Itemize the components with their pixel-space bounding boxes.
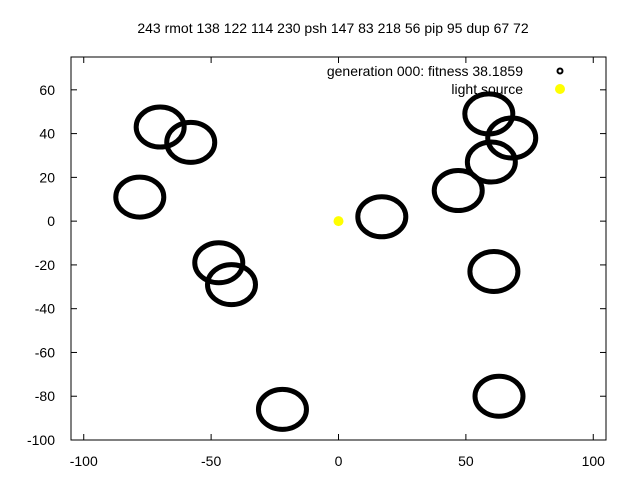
- robot-ring: [255, 386, 309, 432]
- y-tick-label: 60: [39, 82, 55, 98]
- robot-ring: [485, 115, 539, 161]
- y-tick-label: 40: [39, 126, 55, 142]
- x-tick-label: 100: [582, 453, 606, 469]
- legend-swatch-light: [555, 84, 565, 94]
- robot-ring: [431, 168, 485, 214]
- legend-swatch-fitness: [556, 67, 564, 75]
- x-tick-label: 0: [335, 453, 343, 469]
- plot-frame: [70, 56, 607, 441]
- axes: -100 -50 0 50 100 -100 -80 -60 -40 -20 0 20 40 60: [27, 56, 607, 469]
- x-tick-label: -50: [201, 453, 221, 469]
- robot-ring: [133, 104, 187, 150]
- robot-ring: [472, 373, 526, 419]
- y-tick-label: 20: [39, 169, 55, 185]
- y-tick-label: -100: [27, 432, 55, 448]
- chart-title: 243 rmot 138 122 114 230 psh 147 83 218 …: [137, 20, 529, 36]
- robot-ring: [467, 248, 521, 294]
- legend-label-light: light source: [451, 81, 523, 97]
- y-tick-label: -40: [35, 301, 55, 317]
- y-tick-label: -60: [35, 344, 55, 360]
- legend: generation 000: fitness 38.1859 light sou…: [327, 63, 565, 97]
- robot-ring: [464, 139, 518, 185]
- robot-ring: [355, 194, 409, 240]
- x-tick-label: 50: [458, 453, 474, 469]
- robot-ring: [205, 262, 258, 308]
- robot-ring: [164, 119, 218, 165]
- y-tick-label: -20: [35, 257, 55, 273]
- light-source-point: [333, 216, 344, 227]
- robot-ring: [113, 174, 167, 220]
- y-tick-label: 0: [47, 213, 55, 229]
- y-tick-label: -80: [35, 388, 55, 404]
- legend-label-fitness: generation 000: fitness 38.1859: [327, 63, 523, 79]
- robot-ring: [192, 240, 246, 286]
- x-tick-label: -100: [70, 453, 98, 469]
- data-marks: [113, 91, 539, 432]
